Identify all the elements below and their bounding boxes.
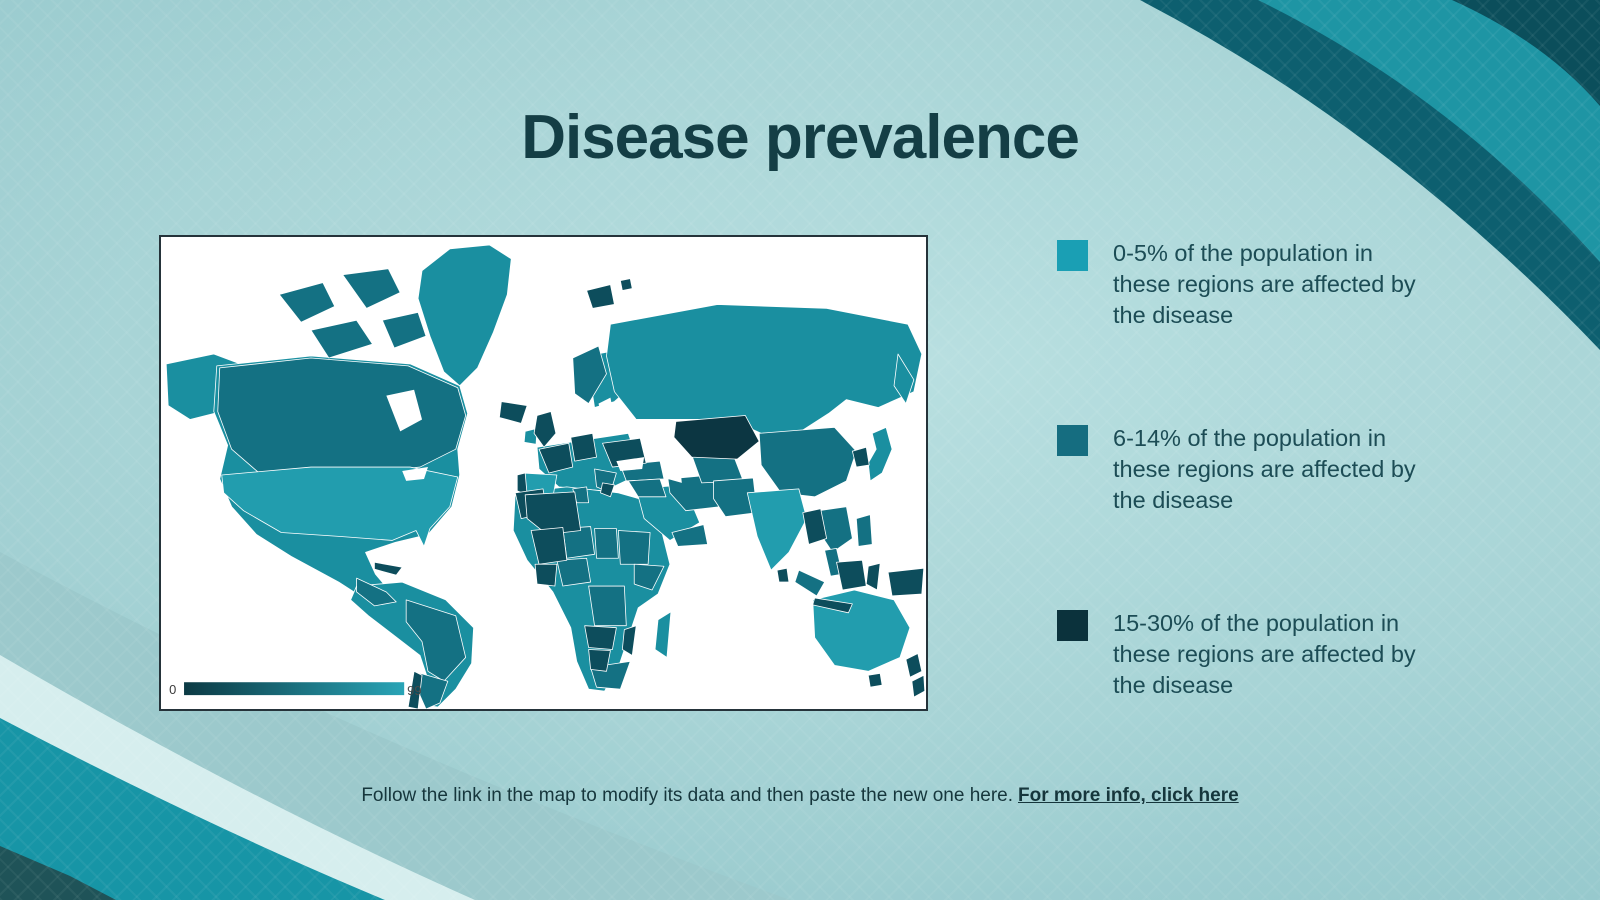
hudson-bay	[386, 389, 423, 432]
map-scale-max: 99	[407, 683, 421, 698]
region-ghana-ivory-coast	[534, 563, 558, 587]
region-arctic-islands-2	[342, 268, 401, 309]
region-drc	[588, 585, 627, 627]
caspian-sea	[663, 445, 682, 483]
region-namibia	[588, 649, 611, 672]
region-arctic-islands-3	[310, 319, 373, 359]
swoosh-top-right-corner	[1452, 0, 1600, 106]
region-central-america	[356, 577, 397, 607]
corner-bottom-left-dark	[0, 846, 116, 900]
legend-label-low: 0-5% of the population in these regions …	[1113, 240, 1416, 328]
swoosh-bottom-left-teal	[0, 718, 385, 900]
great-lakes	[402, 467, 428, 481]
region-sumatra	[794, 569, 826, 597]
region-myanmar	[802, 508, 827, 545]
region-kamchatka	[893, 353, 915, 404]
region-norway	[572, 345, 607, 404]
region-russia	[606, 304, 923, 434]
region-korea	[851, 446, 870, 468]
legend-swatch-mid	[1057, 425, 1088, 456]
region-chad	[594, 528, 619, 559]
region-tasmania	[867, 672, 883, 688]
regions-dark	[374, 278, 926, 709]
map-scale-bar	[184, 682, 405, 696]
map-scale: 0 99	[169, 682, 421, 698]
region-japan	[867, 426, 893, 482]
legend-swatch-high-rect	[1057, 610, 1088, 641]
region-cuba	[374, 561, 403, 576]
regions-darkest	[673, 415, 760, 460]
region-chile	[407, 670, 423, 709]
legend-swatch-low-rect	[1057, 240, 1088, 271]
region-brazil	[405, 599, 467, 682]
region-kazakhstan	[673, 415, 760, 460]
region-borneo	[836, 559, 867, 591]
legend-item-mid: 6-14% of the population in these regions…	[1057, 423, 1435, 516]
legend-item-high: 15-30% of the population in these region…	[1057, 608, 1435, 701]
region-new-zealand-south	[911, 674, 926, 698]
legend-swatch-high	[1057, 610, 1088, 641]
region-arctic-islands-1	[278, 282, 336, 323]
region-java	[812, 597, 853, 614]
region-iraq-syria	[627, 478, 667, 498]
region-sulawesi	[865, 562, 881, 591]
regions-mid	[217, 268, 873, 709]
region-yemen-oman	[671, 524, 709, 547]
region-new-zealand-north	[905, 653, 923, 678]
region-mali	[530, 527, 568, 565]
footer-text: Follow the link in the map to modify its…	[361, 785, 1013, 806]
map-scale-min: 0	[169, 682, 176, 697]
region-greece	[600, 482, 615, 498]
region-ethiopia	[633, 563, 665, 591]
swoosh-top-right-inner	[1258, 0, 1600, 262]
legend-item-low: 0-5% of the population in these regions …	[1057, 238, 1435, 331]
region-china	[758, 426, 857, 498]
region-france	[538, 442, 574, 474]
region-angola	[584, 625, 617, 650]
water-bodies	[386, 389, 682, 483]
footer-link[interactable]: For more info, click here	[1018, 785, 1239, 806]
legend-label-high: 15-30% of the population in these region…	[1113, 610, 1416, 698]
region-svalbard-2	[619, 278, 633, 291]
region-madagascar	[654, 611, 672, 658]
world-map[interactable]: 0 99	[159, 235, 928, 711]
region-greenland	[417, 244, 512, 387]
region-svalbard	[586, 284, 615, 309]
region-india	[746, 488, 808, 571]
region-sri-lanka	[776, 567, 790, 583]
region-pakistan-afghanistan	[713, 477, 758, 518]
legend-swatch-mid-rect	[1057, 425, 1088, 456]
legend-swatch-low	[1057, 240, 1088, 271]
region-ireland	[523, 427, 538, 445]
slide-title: Disease prevalence	[521, 103, 1080, 172]
region-germany-poland	[570, 432, 597, 462]
footer-note: Follow the link in the map to modify its…	[0, 784, 1600, 808]
black-sea	[616, 457, 645, 472]
choropleth-map: 0 99	[165, 244, 926, 709]
region-arctic-islands-4	[381, 311, 427, 349]
region-new-guinea	[887, 567, 925, 597]
region-canada	[217, 357, 467, 476]
region-uk	[533, 411, 557, 448]
region-iceland	[498, 401, 528, 424]
baltic-sea	[598, 397, 615, 420]
region-mozambique	[621, 625, 637, 656]
region-nigeria	[556, 557, 591, 587]
legend-label-mid: 6-14% of the population in these regions…	[1113, 425, 1416, 513]
region-philippines	[855, 514, 873, 547]
region-sudan	[617, 530, 651, 565]
